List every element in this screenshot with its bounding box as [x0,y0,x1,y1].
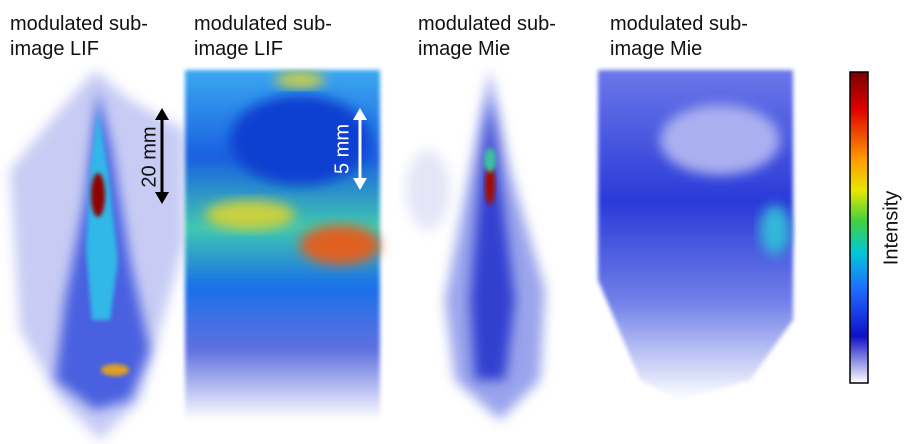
colorbar [849,71,869,384]
colorbar-label: Intensity [880,191,902,265]
scale-bar: 5 mm [331,108,367,190]
panel-title: image Mie [610,38,702,60]
panel-title: image Mie [418,38,510,60]
panel-image [185,70,380,420]
panel-title: image LIF [10,38,99,60]
scale-label: 20 mm [138,126,160,187]
panel-title: modulated sub- [418,13,556,35]
panel-title: modulated sub- [10,13,148,35]
panel-title: modulated sub- [194,13,332,35]
panel-image [10,70,185,440]
panel-image [406,70,545,420]
panel-title: image LIF [194,38,283,60]
panel-title: modulated sub- [610,13,748,35]
scale-bar: 20 mm [138,108,169,204]
scale-label: 5 mm [331,124,353,174]
panel-image [598,70,793,400]
